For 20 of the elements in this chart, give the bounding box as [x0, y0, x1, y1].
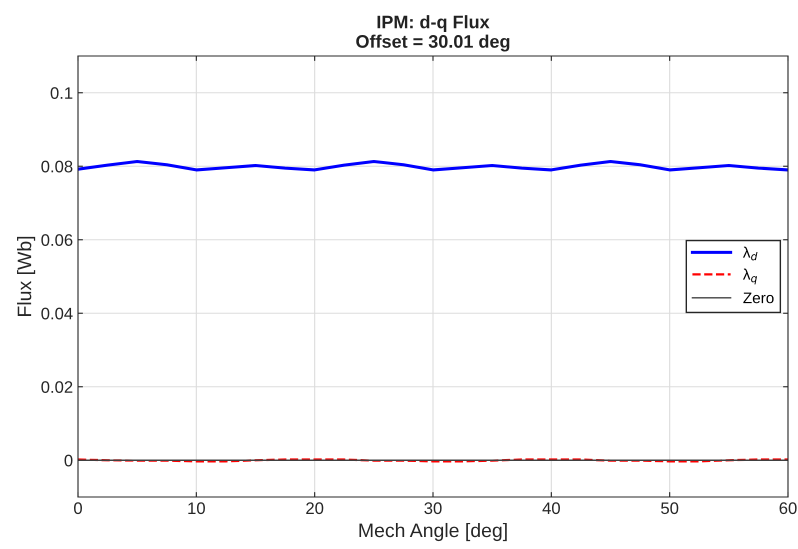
y-tick-label: 0.06 — [41, 234, 72, 246]
legend-label: λ$_{q}$ — [742, 268, 758, 284]
legend-label: λ$_{d}$ — [742, 246, 758, 260]
y-tick-label: 0 — [64, 454, 72, 466]
x-tick-label: 50 — [661, 502, 678, 514]
y-tick-label: 0.1 — [50, 87, 72, 99]
y-tick-label: 0.04 — [41, 308, 73, 320]
y-tick-label: 0.02 — [41, 381, 72, 393]
x-tick-label: 10 — [188, 502, 205, 514]
legend-label: Zero — [743, 292, 774, 304]
x-tick-label: 60 — [780, 502, 797, 514]
x-tick-label: 30 — [424, 502, 442, 514]
x-tick-label: 40 — [542, 502, 560, 514]
x-axis-title: Mech Angle [deg] — [359, 522, 507, 542]
chart-title: IPM: d-q Flux Offset = 30.01 deg — [356, 15, 510, 52]
y-axis-title: Flux [Wb] — [17, 236, 36, 316]
line-series — [78, 160, 788, 172]
x-tick-label: 20 — [306, 502, 324, 514]
x-tick-label: 0 — [74, 502, 82, 514]
y-tick-label: 0.08 — [41, 160, 72, 172]
